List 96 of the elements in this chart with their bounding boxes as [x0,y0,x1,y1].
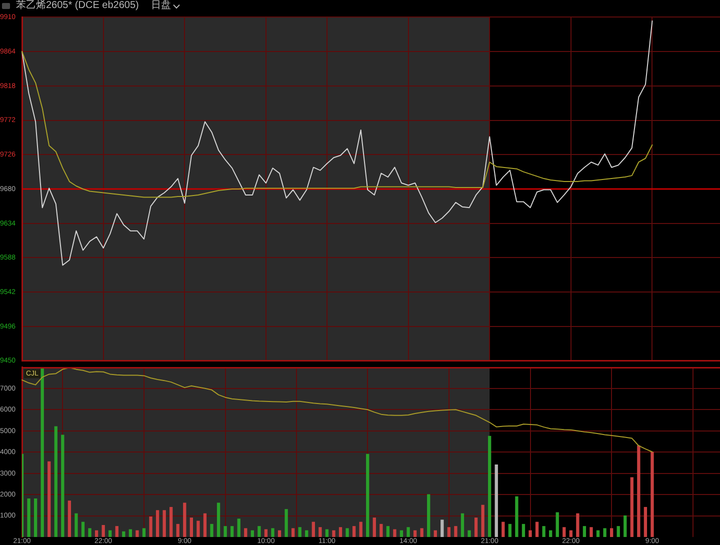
bar [170,506,173,537]
bar [244,528,248,537]
bar [400,530,404,537]
bar [359,522,362,537]
bar [454,526,458,537]
bar [338,527,342,537]
bar [81,522,85,537]
bar [434,530,437,537]
bar [278,530,282,537]
bar [494,464,498,537]
bar [603,528,606,537]
bar [508,524,512,537]
bar [264,529,268,537]
bar [284,509,288,537]
bar [196,520,200,537]
bar [352,526,356,537]
bar [305,530,308,537]
bar [136,530,139,537]
bar [644,506,648,537]
bar [325,529,329,537]
bar [34,498,38,537]
bar [108,530,112,537]
bar [386,526,390,537]
bar [481,504,484,537]
bar [22,454,24,537]
bar [637,445,640,537]
bar [380,524,383,537]
bar [468,530,471,537]
bar [582,526,586,537]
bar [224,526,227,537]
bar [596,530,600,537]
chart-title: 苯乙烯2605* (DCE eb2605) [16,0,139,12]
bar [271,528,274,537]
bar [488,436,492,537]
bar [406,527,410,537]
bar [528,530,532,537]
bar [298,527,302,537]
bar [576,513,580,537]
bar [54,426,58,537]
bar [610,528,614,537]
bar [447,527,451,537]
bar [68,500,72,537]
bar [312,522,315,537]
bar [549,530,552,537]
bar [624,515,627,537]
bar [650,452,654,537]
bar [128,529,132,537]
bar [535,522,539,537]
bar [502,522,505,537]
bar [156,510,160,537]
bar [556,512,559,537]
bar [27,498,30,537]
bar [515,496,518,537]
bar [413,530,417,537]
bar [318,527,322,537]
bar [115,526,118,537]
bar [569,530,572,537]
bar [149,516,152,537]
bar [630,477,634,537]
bar [420,528,424,537]
bar [250,530,254,537]
bar [210,524,214,537]
bar [590,527,593,537]
bar [258,526,261,537]
bar [230,526,234,537]
bar [393,529,396,537]
bar [61,434,64,537]
bar [474,518,478,537]
bar [522,524,526,537]
bar [102,524,105,537]
bar [427,494,430,537]
bar [616,526,620,537]
bar [460,513,464,537]
bar [237,518,240,537]
bar [203,513,207,537]
bar [190,518,193,537]
bar [366,454,370,537]
bar [122,531,126,537]
bar [176,524,180,537]
bar [291,528,295,537]
bar [40,368,44,537]
bar [142,528,146,537]
bar [183,502,186,537]
chart-subtitle: 日盘 [150,0,171,12]
bar [440,520,444,537]
bar [332,530,336,537]
bar [372,518,376,537]
bar [94,530,98,537]
bar [216,502,220,537]
bar [346,528,349,537]
bar [562,527,566,537]
bar [542,526,546,537]
bar [74,513,78,537]
bar [48,461,51,537]
bar [162,510,166,537]
bar [88,528,92,537]
